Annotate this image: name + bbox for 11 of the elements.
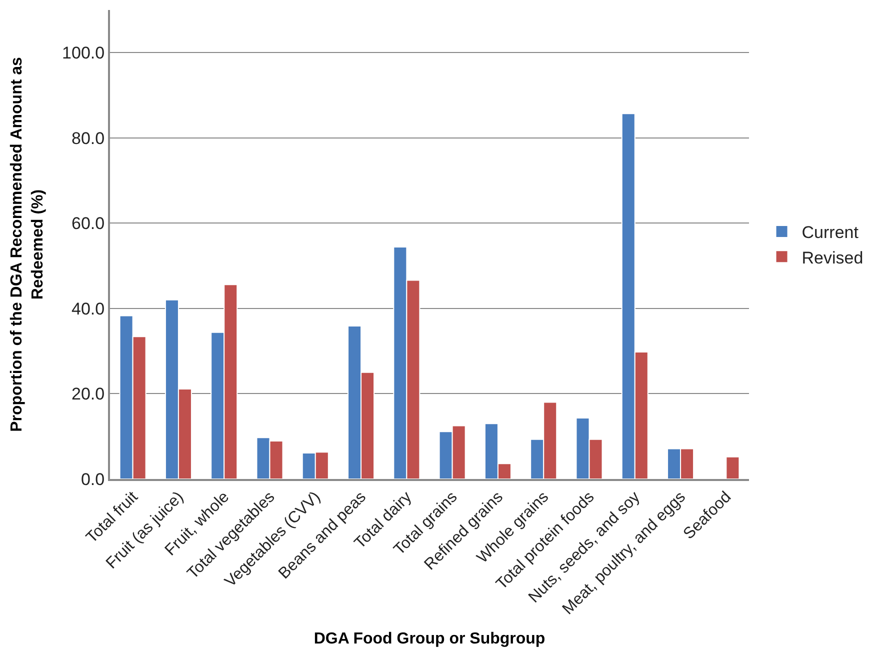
legend-label: Current xyxy=(802,223,859,242)
y-tick-label: 40.0 xyxy=(72,299,105,318)
x-axis-title: DGA Food Group or Subgroup xyxy=(314,630,546,648)
y-tick-label: 60.0 xyxy=(72,214,105,234)
bar xyxy=(726,456,740,479)
y-axis-title: Proportion of the DGA Recommended Amount as Redeemed (%) xyxy=(8,56,46,432)
y-tick-label: 80.0 xyxy=(72,128,105,148)
legend-label: Revised xyxy=(802,248,864,268)
y-tick-label: 100.0 xyxy=(62,44,105,63)
y-tick-label: 20.0 xyxy=(72,384,105,404)
y-tick-label: 0.0 xyxy=(80,470,105,489)
